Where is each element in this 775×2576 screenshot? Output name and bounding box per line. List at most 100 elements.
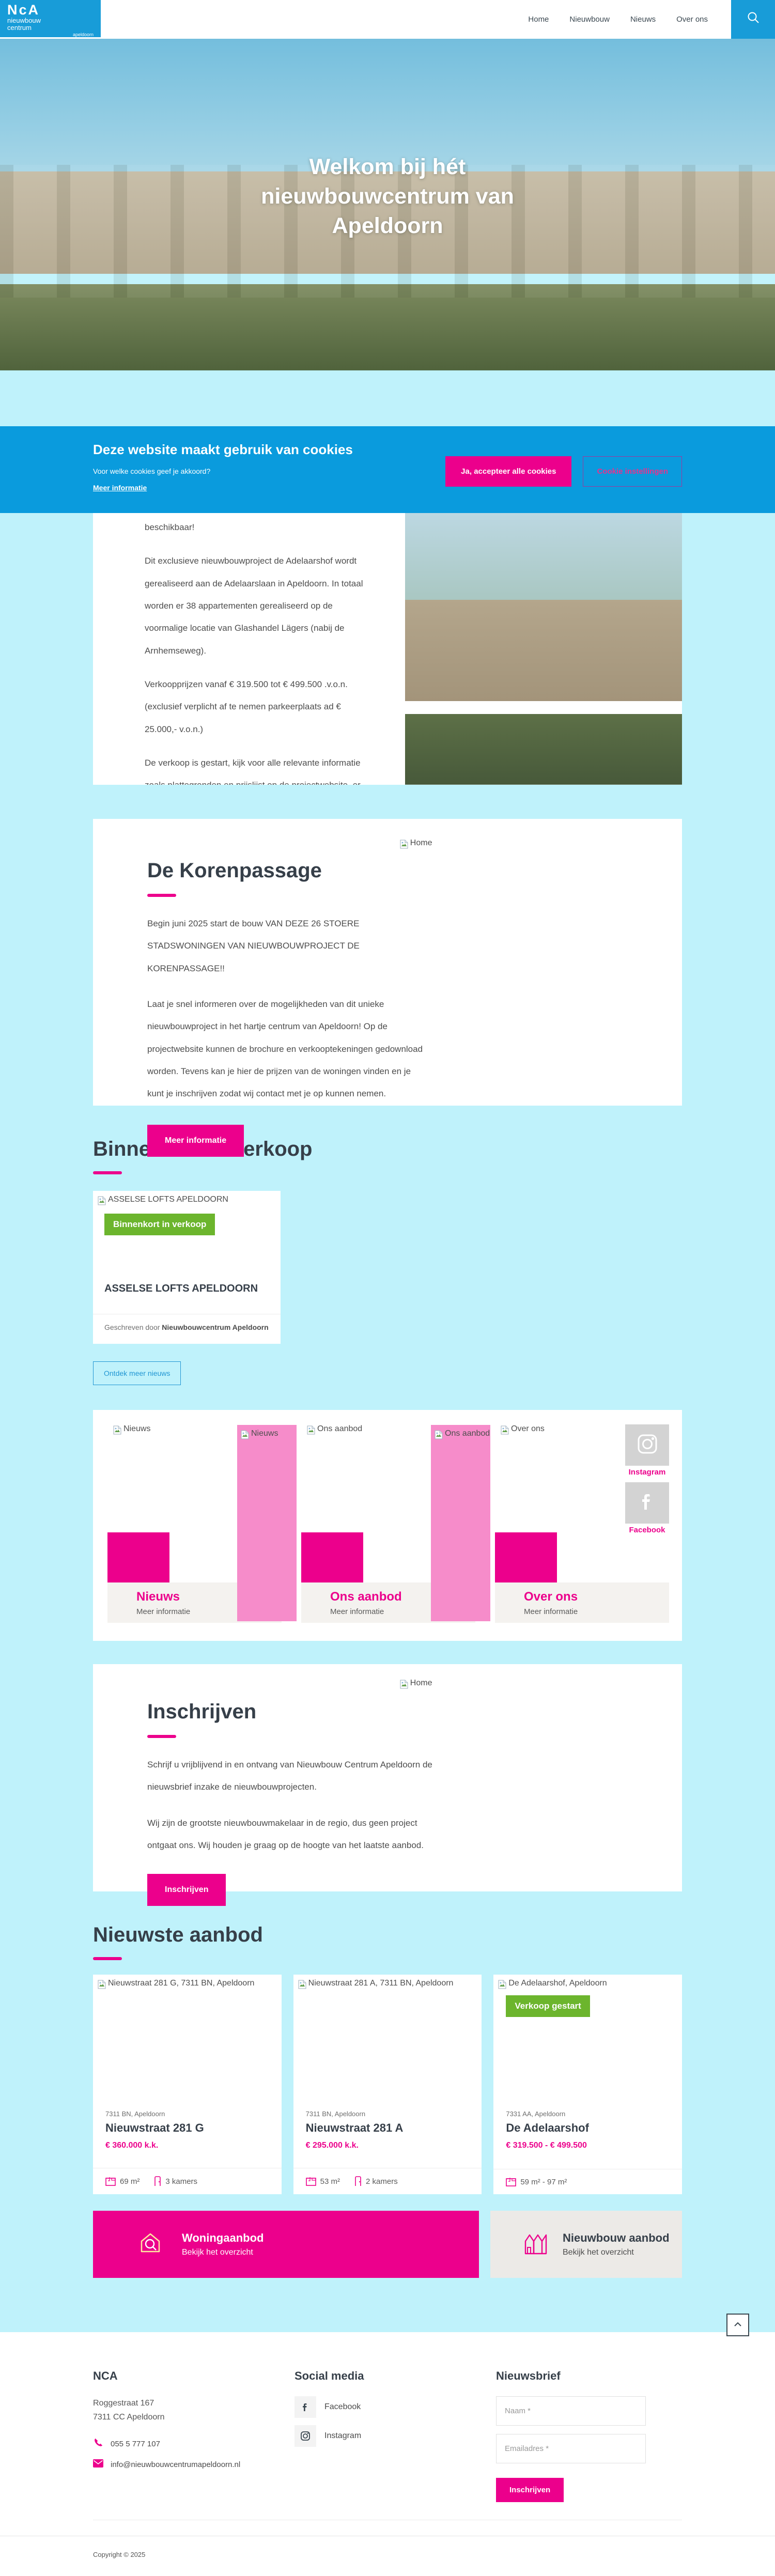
instagram-button[interactable] xyxy=(625,1424,669,1466)
tile-aanbod-broken-image: Ons aanbod xyxy=(306,1424,362,1435)
property-card-nieuwstraat-281a[interactable]: Nieuwstraat 281 A, 7311 BN, Apeldoorn 73… xyxy=(293,1975,482,2194)
pink-dash xyxy=(93,1957,122,1960)
cookie-settings-button[interactable]: Cookie instellingen xyxy=(583,456,682,487)
chevron-up-icon xyxy=(734,2320,742,2330)
broken-image-icon xyxy=(400,1680,408,1689)
facebook-icon xyxy=(295,2396,316,2418)
adelaarshof-partial-line: beschikbaar! xyxy=(145,522,195,532)
cookie-banner: Deze website maakt gebruik van cookies V… xyxy=(0,426,775,513)
search-icon xyxy=(746,10,761,28)
property-title: De Adelaarshof xyxy=(506,2121,589,2134)
footer-instagram-link[interactable]: Instagram xyxy=(295,2425,496,2447)
floorplan-icon xyxy=(305,2177,316,2186)
property-broken-image: Nieuwstraat 281 A, 7311 BN, Apeldoorn xyxy=(298,1979,453,1989)
tiles-card: Nieuws Nieuws Meer informatie Nieuws Ons… xyxy=(93,1410,682,1641)
tile-aanbod-title: Ons aanbod xyxy=(330,1590,402,1604)
site-logo[interactable]: NcA nieuwbouw centrum apeldoorn xyxy=(0,0,101,37)
property-area: 69 m² xyxy=(105,2177,140,2186)
floorplan-icon xyxy=(105,2177,116,2186)
instagram-icon xyxy=(636,1432,659,1458)
woningaanbod-banner[interactable]: Woningaanbod Bekijk het overzicht xyxy=(93,2211,479,2278)
adelaarshof-card: beschikbaar! Dit exclusieve nieuwbouwpro… xyxy=(93,513,682,785)
news-card-asselse-lofts[interactable]: ASSELSE LOFTS APELDOORN Binnenkort in ve… xyxy=(93,1191,281,1344)
cookie-more-info-link[interactable]: Meer informatie xyxy=(93,484,147,492)
news-card-broken-image: ASSELSE LOFTS APELDOORN xyxy=(97,1195,228,1205)
house-search-icon xyxy=(135,2228,166,2261)
pink-dash xyxy=(93,1171,122,1174)
cookie-accept-button[interactable]: Ja, accepteer alle cookies xyxy=(445,456,572,487)
footer-newsletter-title: Nieuwsbrief xyxy=(496,2369,561,2382)
footer-phone[interactable]: 055 5 777 107 xyxy=(93,2438,295,2450)
facebook-icon xyxy=(636,1490,659,1516)
tile-overlay-nieuws: Nieuws xyxy=(237,1425,297,1621)
property-rooms: 2 kamers xyxy=(354,2176,398,2186)
news-card-author: Nieuwbouwcentrum Apeldoorn xyxy=(162,1323,269,1331)
broken-image-icon xyxy=(241,1430,249,1439)
facebook-button[interactable] xyxy=(625,1482,669,1524)
footer-email[interactable]: info@nieuwbouwcentrumapeldoorn.nl xyxy=(93,2459,295,2470)
broken-image-icon xyxy=(298,1980,306,1989)
nieuwbouw-banner-subtitle: Bekijk het overzicht xyxy=(563,2248,634,2257)
property-address: 7311 BN, Apeldoorn xyxy=(105,2110,165,2118)
overlay-nieuws-broken-image: Nieuws xyxy=(240,1429,297,1439)
nav-item-nieuws[interactable]: Nieuws xyxy=(630,15,656,24)
tile-nieuws-link[interactable]: Meer informatie xyxy=(136,1607,191,1616)
property-details: 53 m² 2 kamers xyxy=(293,2168,482,2194)
instagram-label[interactable]: Instagram xyxy=(628,1468,666,1477)
tile-overons-broken-image: Over ons xyxy=(500,1424,545,1435)
nav-item-home[interactable]: Home xyxy=(528,15,549,24)
envelope-icon xyxy=(93,2459,103,2470)
broken-image-icon xyxy=(98,1980,106,1989)
copyright-strip: Copyright © 2025 xyxy=(0,2536,775,2576)
tile-over-ons[interactable]: Over ons Meer informatie xyxy=(495,1582,669,1623)
hero-title: Welkom bij hét nieuwbouwcentrum van Apel… xyxy=(261,154,514,238)
tile-overons-link[interactable]: Meer informatie xyxy=(524,1607,578,1616)
overlay-aanbod-broken-image: Ons aanbod xyxy=(434,1429,490,1439)
copyright-text: Copyright © 2025 xyxy=(93,2551,146,2558)
nav-item-nieuwbouw[interactable]: Nieuwbouw xyxy=(569,15,610,24)
tile-overons-accent-block xyxy=(495,1532,557,1583)
aanbod-section-header: Nieuwste aanbod xyxy=(93,1923,775,1960)
property-broken-image: De Adelaarshof, Apeldoorn xyxy=(498,1979,607,1989)
korenpassage-title: De Korenpassage xyxy=(147,859,322,882)
phone-icon xyxy=(93,2438,103,2450)
newsletter-name-input[interactable] xyxy=(496,2396,646,2426)
logo-initials: NcA xyxy=(7,2,40,18)
property-card-nieuwstraat-281g[interactable]: Nieuwstraat 281 G, 7311 BN, Apeldoorn 73… xyxy=(93,1975,282,2194)
korenpassage-card: Home De Korenpassage Begin juni 2025 sta… xyxy=(93,819,682,1157)
footer-facebook-link[interactable]: Facebook xyxy=(295,2396,496,2418)
houses-icon xyxy=(520,2228,551,2261)
nav-item-over-ons[interactable]: Over ons xyxy=(676,15,708,24)
footer-newsletter-column: Nieuwsbrief Inschrijven xyxy=(496,2369,682,2502)
search-button[interactable] xyxy=(731,0,775,39)
inschrijven-title: Inschrijven xyxy=(147,1700,257,1723)
newsletter-submit-button[interactable]: Inschrijven xyxy=(496,2478,564,2502)
korenpassage-more-info-button[interactable]: Meer informatie xyxy=(147,1124,244,1157)
floorplan-icon xyxy=(506,2178,517,2186)
broken-image-icon xyxy=(307,1425,315,1435)
scroll-to-top-button[interactable] xyxy=(726,2314,749,2336)
facebook-label[interactable]: Facebook xyxy=(629,1526,665,1534)
cookie-actions: Ja, accepteer alle cookies Cookie instel… xyxy=(445,456,682,487)
property-card-adelaarshof[interactable]: De Adelaarshof, Apeldoorn Verkoop gestar… xyxy=(493,1975,683,2194)
status-badge: Binnenkort in verkoop xyxy=(104,1214,215,1235)
aanbod-section-title: Nieuwste aanbod xyxy=(93,1923,263,1946)
pink-dash xyxy=(147,1735,176,1738)
nieuwbouw-aanbod-banner[interactable]: Nieuwbouw aanbod Bekijk het overzicht xyxy=(490,2211,682,2278)
woningaanbod-banner-text: Woningaanbod Bekijk het overzicht xyxy=(182,2231,264,2257)
tile-overons-title: Over ons xyxy=(524,1590,578,1604)
pink-dash xyxy=(147,894,176,897)
discover-more-news-button[interactable]: Ontdek meer nieuws xyxy=(93,1361,181,1385)
inschrijven-button[interactable]: Inschrijven xyxy=(147,1874,226,1906)
footer-social-title: Social media xyxy=(295,2369,364,2382)
inschrijven-paragraph-1: Schrijf u vrijblijvend in en ontvang van… xyxy=(147,1760,432,1792)
newsletter-email-input[interactable] xyxy=(496,2434,646,2463)
adelaarshof-paragraph-3: De verkoop is gestart, kijk voor alle re… xyxy=(145,758,361,785)
logo-line-centrum: centrum xyxy=(7,24,32,32)
status-badge: Verkoop gestart xyxy=(506,1995,590,2017)
cyan-spacer xyxy=(0,370,775,426)
footer-company-title: NCA xyxy=(93,2369,118,2382)
hero-image: Welkom bij hét nieuwbouwcentrum van Apel… xyxy=(0,39,775,370)
property-price: € 319.500 - € 499.500 xyxy=(506,2141,587,2150)
tile-aanbod-link[interactable]: Meer informatie xyxy=(330,1607,384,1616)
